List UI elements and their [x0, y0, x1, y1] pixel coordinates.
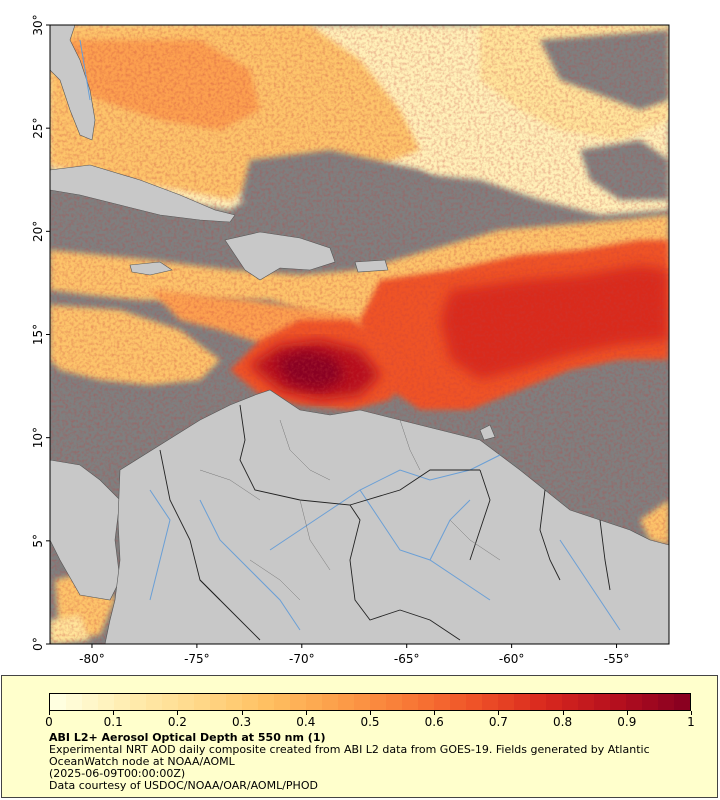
- colorbar-segment: [50, 694, 66, 710]
- florida-land: [50, 25, 96, 141]
- lat-tick-label: 10°: [31, 427, 45, 448]
- colorbar-tick-label: 0.4: [296, 715, 316, 729]
- colorbar-segment: [466, 694, 482, 710]
- colorbar-segment: [450, 694, 466, 710]
- colorbar-segment: [242, 694, 258, 710]
- colorbar-segment: [210, 694, 226, 710]
- colorbar-segment: [274, 694, 290, 710]
- colorbar-segment: [98, 694, 114, 710]
- colorbar-segment: [562, 694, 578, 710]
- colorbar-segment: [306, 694, 322, 710]
- lon-tick-label: -80°: [79, 652, 105, 666]
- colorbar-segment: [194, 694, 210, 710]
- colorbar-segment: [546, 694, 562, 710]
- lat-tick-label: 30°: [31, 14, 45, 35]
- colorbar-tick-label: 0.2: [167, 715, 187, 729]
- south-america-land: [104, 389, 669, 644]
- colorbar-segment: [514, 694, 530, 710]
- colorbar-segment: [290, 694, 306, 710]
- lon-tick-label: -75°: [184, 652, 210, 666]
- lat-tick-label: 20°: [31, 221, 45, 242]
- map-plot-area: [50, 25, 669, 644]
- colorbar-segment: [658, 694, 674, 710]
- hispaniola-land: [224, 231, 336, 281]
- jamaica-land: [129, 261, 173, 276]
- lon-tick-label: -55°: [604, 652, 630, 666]
- colorbar-segment: [370, 694, 386, 710]
- colorbar-segment: [578, 694, 594, 710]
- colorbar-tick: [626, 711, 628, 715]
- colorbar-tick-label: 0.9: [617, 715, 637, 729]
- lon-axis: -80° -75° -70° -65° -60° -55°: [79, 644, 629, 666]
- colorbar-tick-label: 1: [687, 715, 695, 729]
- colorbar-tick: [241, 711, 243, 715]
- borders: [159, 404, 611, 641]
- colorbar-tick: [49, 711, 50, 715]
- colorbar-tick-label: 0.5: [360, 715, 380, 729]
- colorbar-segment: [498, 694, 514, 710]
- colorbar-segment: [530, 694, 546, 710]
- cuba-land: [50, 164, 236, 223]
- colorbar-tick: [691, 711, 692, 715]
- colorbar-tick-label: 0.1: [103, 715, 123, 729]
- colorbar-segment: [418, 694, 434, 710]
- colorbar-segment: [178, 694, 194, 710]
- colorbar-segment: [114, 694, 130, 710]
- land: [50, 25, 669, 644]
- colorbar-tick: [498, 711, 500, 715]
- colorbar-tick-label: 0.7: [488, 715, 508, 729]
- legend-credit: Data courtesy of USDOC/NOAA/OAR/AOML/PHO…: [49, 779, 318, 792]
- colorbar-tick: [434, 711, 436, 715]
- legend-title: ABI L2+ Aerosol Optical Depth at 550 nm …: [49, 731, 326, 744]
- colorbar-tick-label: 0.8: [553, 715, 573, 729]
- lat-tick-label: 25°: [31, 118, 45, 139]
- colorbar-tick: [113, 711, 115, 715]
- colorbar-segment: [610, 694, 626, 710]
- lon-tick-label: -65°: [394, 652, 420, 666]
- colorbar-segment: [594, 694, 610, 710]
- lon-tick-label: -60°: [499, 652, 525, 666]
- colorbar-segment: [338, 694, 354, 710]
- legend-panel: 0 0.1 0.2 0.3 0.4 0.5 0.6 0.7 0.8 0.9 1 ABI L2+ Ae…: [1, 675, 718, 798]
- colorbar-tick: [370, 711, 371, 715]
- colorbar-segment: [226, 694, 242, 710]
- lat-tick-label: 0°: [31, 637, 45, 651]
- colorbar-segment: [482, 694, 498, 710]
- puerto-rico-land: [354, 259, 389, 273]
- colorbar-segment: [162, 694, 178, 710]
- colorbar-tick: [562, 711, 564, 715]
- colorbar-segment: [354, 694, 370, 710]
- lat-axis: 0° 5° 10° 15° 20° 25° 30°: [31, 14, 50, 651]
- colorbar-segment: [322, 694, 338, 710]
- colorbar-segment: [642, 694, 658, 710]
- legend-date: (2025-06-09T00:00:00Z): [49, 767, 186, 780]
- state-borders: [199, 419, 501, 601]
- aod-map: 0° 5° 10° 15° 20° 25° 30° -80° -75° -70° -65° -60°…: [31, 14, 670, 666]
- colorbar-segment: [386, 694, 402, 710]
- rivers: [79, 39, 621, 631]
- colorbar-segment: [674, 694, 690, 710]
- colorbar-tick-label: 0: [45, 715, 53, 729]
- colorbar-tick: [177, 711, 179, 715]
- trinidad-land: [479, 424, 496, 441]
- lat-tick-label: 5°: [31, 534, 45, 548]
- colorbar-segment: [626, 694, 642, 710]
- colorbar-tick: [305, 711, 307, 715]
- colorbar-segment: [402, 694, 418, 710]
- lon-tick-label: -70°: [289, 652, 315, 666]
- colorbar-ticks: 0 0.1 0.2 0.3 0.4 0.5 0.6 0.7 0.8 0.9 1: [45, 711, 695, 731]
- colorbar: [49, 693, 691, 711]
- colorbar-segment: [130, 694, 146, 710]
- lat-tick-label: 15°: [31, 324, 45, 345]
- legend-text: ABI L2+ Aerosol Optical Depth at 550 nm …: [49, 732, 699, 792]
- colorbar-segment: [66, 694, 82, 710]
- colorbar-tick-label: 0.6: [424, 715, 444, 729]
- legend-description: Experimental NRT AOD daily composite cre…: [49, 743, 650, 768]
- colorbar-segment: [258, 694, 274, 710]
- colorbar-segment: [434, 694, 450, 710]
- colorbar-segment: [146, 694, 162, 710]
- colorbar-segment: [82, 694, 98, 710]
- colorbar-tick-label: 0.3: [232, 715, 252, 729]
